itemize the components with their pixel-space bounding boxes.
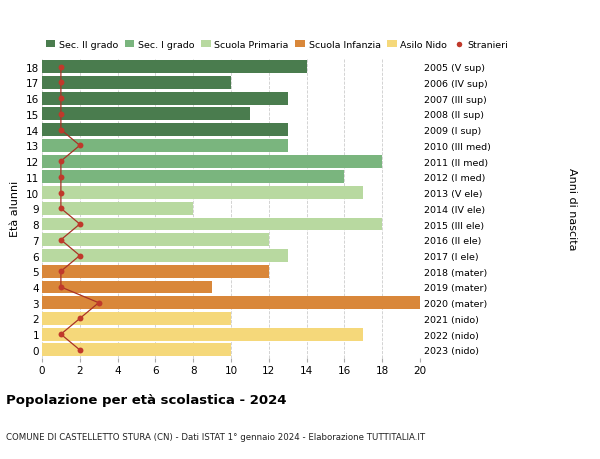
Text: COMUNE DI CASTELLETTO STURA (CN) - Dati ISTAT 1° gennaio 2024 - Elaborazione TUT: COMUNE DI CASTELLETTO STURA (CN) - Dati … <box>6 431 425 441</box>
Point <box>56 284 66 291</box>
Point <box>75 347 85 354</box>
Bar <box>42 187 364 200</box>
Point <box>56 95 66 103</box>
Bar <box>42 312 231 325</box>
Bar <box>42 265 269 278</box>
Point <box>75 252 85 260</box>
Point <box>94 299 104 307</box>
Bar <box>42 281 212 294</box>
Point <box>75 315 85 322</box>
Bar <box>42 250 288 263</box>
Point <box>56 158 66 165</box>
Point <box>56 79 66 87</box>
Point <box>75 142 85 150</box>
Bar <box>42 218 382 231</box>
Point <box>56 268 66 275</box>
Bar <box>42 297 420 309</box>
Point <box>56 236 66 244</box>
Point <box>56 190 66 197</box>
Point <box>56 127 66 134</box>
Point <box>56 205 66 213</box>
Point <box>75 221 85 228</box>
Text: Popolazione per età scolastica - 2024: Popolazione per età scolastica - 2024 <box>6 393 287 406</box>
Bar <box>42 202 193 215</box>
Legend: Sec. II grado, Sec. I grado, Scuola Primaria, Scuola Infanzia, Asilo Nido, Stran: Sec. II grado, Sec. I grado, Scuola Prim… <box>42 37 512 54</box>
Bar <box>42 328 364 341</box>
Point <box>56 331 66 338</box>
Bar <box>42 140 288 152</box>
Bar <box>42 61 307 74</box>
Bar <box>42 77 231 90</box>
Bar <box>42 124 288 137</box>
Bar <box>42 155 382 168</box>
Bar <box>42 171 344 184</box>
Point <box>56 174 66 181</box>
Bar <box>42 92 288 106</box>
Bar <box>42 108 250 121</box>
Bar <box>42 344 231 357</box>
Bar <box>42 234 269 246</box>
Y-axis label: Età alunni: Età alunni <box>10 181 20 237</box>
Point <box>56 111 66 118</box>
Y-axis label: Anni di nascita: Anni di nascita <box>568 168 577 250</box>
Point <box>56 64 66 71</box>
